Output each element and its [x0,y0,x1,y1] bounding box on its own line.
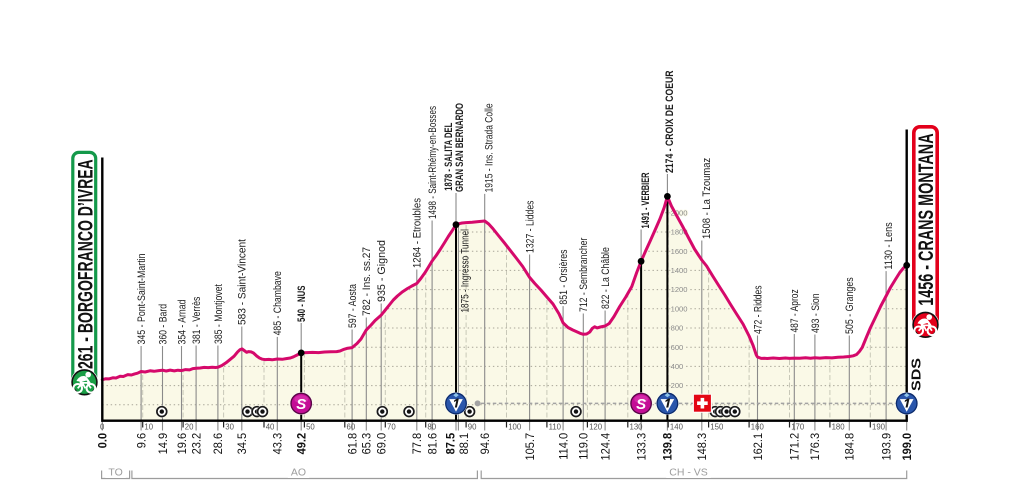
svg-text:19.6: 19.6 [175,433,189,455]
svg-text:1875 - Ingresso Tunnel: 1875 - Ingresso Tunnel [460,229,472,313]
svg-text:600: 600 [671,343,684,352]
svg-text:9.6: 9.6 [134,433,148,449]
svg-text:712 - Sembrancher: 712 - Sembrancher [578,237,590,312]
svg-text:0.0: 0.0 [96,433,110,449]
svg-text:184.8: 184.8 [843,433,857,461]
svg-text:148.3: 148.3 [695,433,709,461]
svg-text:540 - NUS: 540 - NUS [296,286,308,323]
svg-text:597 - Aosta: 597 - Aosta [347,283,359,328]
svg-text:34.5: 34.5 [235,433,249,455]
svg-text:70: 70 [387,422,396,431]
svg-text:1400: 1400 [671,266,688,275]
svg-text:1327 - Liddes: 1327 - Liddes [525,200,537,253]
svg-text:10: 10 [144,422,153,431]
svg-text:114.0: 114.0 [556,433,570,460]
svg-text:2000: 2000 [671,208,688,217]
svg-text:119.0: 119.0 [577,433,591,460]
svg-text:88.1: 88.1 [457,433,471,455]
svg-text:485 - Chambave: 485 - Chambave [272,271,284,335]
svg-text:1264 - Etroubles: 1264 - Etroubles [412,198,424,268]
svg-text:GRAN SAN BERNARDO: GRAN SAN BERNARDO [454,103,466,192]
svg-text:170: 170 [791,422,805,431]
svg-text:851 - Orsières: 851 - Orsières [558,249,570,304]
svg-text:1456 - CRANS MONTANA: 1456 - CRANS MONTANA [914,133,938,305]
svg-text:1915 - Ins. Strada Colle: 1915 - Ins. Strada Colle [484,103,496,192]
svg-text:100: 100 [508,422,522,431]
svg-text:150: 150 [710,422,724,431]
svg-text:800: 800 [671,324,684,333]
svg-text:AO: AO [291,467,306,479]
svg-text:1508 - La Tzoumaz: 1508 - La Tzoumaz [701,158,713,239]
svg-text:133.3: 133.3 [634,433,648,461]
svg-text:505 - Granges: 505 - Granges [844,277,856,334]
svg-text:90: 90 [468,422,477,431]
svg-text:120: 120 [589,422,603,431]
svg-text:1200: 1200 [671,285,688,294]
svg-text:193.9: 193.9 [879,433,893,461]
svg-text:1800: 1800 [671,228,688,237]
svg-text:43.3: 43.3 [271,433,285,455]
svg-text:160: 160 [751,422,765,431]
svg-text:CH - VS: CH - VS [669,467,708,479]
svg-text:1498 - Saint-Rhémy-en-Bosses: 1498 - Saint-Rhémy-en-Bosses [427,106,439,219]
svg-text:0: 0 [100,422,105,431]
svg-text:354 - Arnad: 354 - Arnad [176,300,188,345]
svg-text:472 - Riddes: 472 - Riddes [752,285,764,334]
svg-text:1878 - SALITA DEL: 1878 - SALITA DEL [443,123,455,191]
svg-text:180: 180 [832,422,846,431]
svg-text:493 - Sion: 493 - Sion [810,293,822,333]
svg-text:94.6: 94.6 [478,433,492,455]
svg-text:935 - Gignod: 935 - Gignod [376,240,388,302]
svg-text:130: 130 [630,422,644,431]
svg-text:360 - Bard: 360 - Bard [157,304,169,345]
svg-text:171.2: 171.2 [788,433,802,461]
svg-text:S: S [636,396,646,413]
svg-text:77.8: 77.8 [410,433,424,455]
svg-text:61.8: 61.8 [345,433,359,455]
svg-text:1600: 1600 [671,247,688,256]
svg-text:30: 30 [225,422,234,431]
svg-text:782 - Ins. ss.27: 782 - Ins. ss.27 [361,247,373,316]
svg-text:80: 80 [427,422,436,431]
svg-text:199.0: 199.0 [900,433,914,461]
svg-text:200: 200 [671,381,684,390]
svg-text:49.2: 49.2 [295,433,309,455]
svg-text:487 - Aproz: 487 - Aproz [789,289,801,332]
svg-text:50: 50 [306,422,315,431]
svg-text:60: 60 [347,422,356,431]
svg-text:28.6: 28.6 [211,433,225,455]
svg-text:139.8: 139.8 [661,433,675,461]
svg-text:105.7: 105.7 [523,433,537,461]
svg-text:140: 140 [670,422,684,431]
svg-text:162.1: 162.1 [751,433,765,461]
svg-text:40: 40 [266,422,275,431]
svg-text:400: 400 [671,362,684,371]
svg-text:23.2: 23.2 [189,433,203,455]
svg-text:65.3: 65.3 [360,433,374,455]
svg-text:176.3: 176.3 [808,433,822,461]
svg-text:583 - Saint-Vincent: 583 - Saint-Vincent [237,239,249,325]
svg-text:1491 - VERBIER: 1491 - VERBIER [640,172,652,228]
svg-text:1130 - Lens: 1130 - Lens [883,222,895,270]
svg-text:14.9: 14.9 [156,433,170,455]
svg-text:20: 20 [185,422,194,431]
svg-text:381 - Verrès: 381 - Verrès [191,296,203,344]
svg-text:261 - BORGOFRANCO D’IVREA: 261 - BORGOFRANCO D’IVREA [73,159,97,369]
svg-text:TO: TO [108,467,122,479]
svg-text:110: 110 [549,422,562,431]
svg-text:385 - Montjovet: 385 - Montjovet [213,284,225,344]
svg-text:S: S [296,396,306,413]
svg-text:69.0: 69.0 [375,433,389,455]
svg-text:1000: 1000 [671,304,688,313]
svg-text:2174 - CROIX DE COEUR: 2174 - CROIX DE COEUR [664,70,676,173]
svg-text:190: 190 [872,422,886,431]
svg-text:87.5: 87.5 [444,433,458,455]
svg-text:124.4: 124.4 [598,433,612,461]
svg-text:SDS: SDS [909,358,924,391]
svg-text:822 - La Châble: 822 - La Châble [600,247,612,309]
svg-text:345 - Pont-Saint-Martin: 345 - Pont-Saint-Martin [136,254,148,345]
svg-text:81.6: 81.6 [425,433,439,455]
